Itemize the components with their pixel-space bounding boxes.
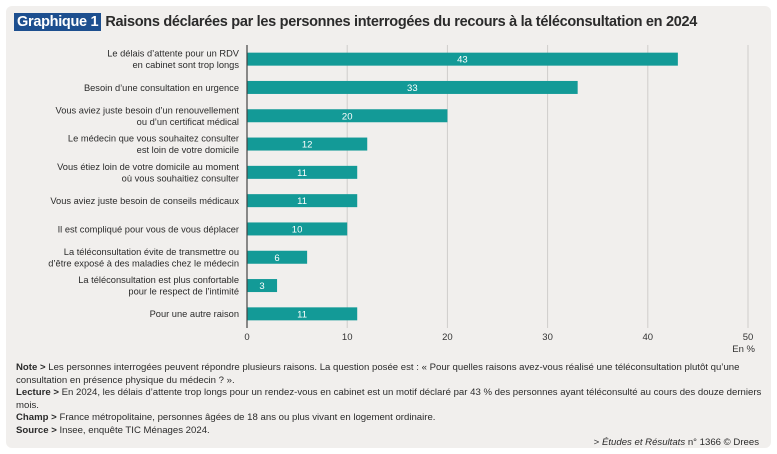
bar xyxy=(247,165,358,179)
data-label: 11 xyxy=(297,196,307,207)
category-label: Le médecin que vous souhaitez consulter e… xyxy=(68,134,239,156)
category-label: Il est compliqué pour vous de vous dépla… xyxy=(58,224,239,234)
title-text: Raisons déclarées par les personnes inte… xyxy=(105,14,698,30)
data-label: 12 xyxy=(302,140,313,151)
bar xyxy=(247,222,348,236)
data-label: 11 xyxy=(297,168,307,179)
x-unit-label: En % xyxy=(732,344,755,355)
bar xyxy=(247,137,368,151)
bar xyxy=(247,250,308,264)
x-tick-label: 50 xyxy=(743,332,754,343)
data-label: 10 xyxy=(292,224,303,235)
category-label: La téléconsultation évite de transmettre… xyxy=(48,247,239,268)
chart-card xyxy=(6,6,771,448)
bar xyxy=(247,109,448,123)
bar xyxy=(247,52,678,66)
lecture-line: Lecture > En 2024, les délais d’attente … xyxy=(16,387,762,411)
chart-title: Graphique 1 Raisons déclarées par les per… xyxy=(14,13,698,31)
x-tick-label: 0 xyxy=(244,332,249,343)
data-label: 43 xyxy=(457,55,468,66)
figure-badge: Graphique 1 xyxy=(14,13,102,31)
category-label: Vous aviez juste besoin d’un renouvellem… xyxy=(56,105,240,127)
category-label: Le délais d’attente pour un RDV en cabine… xyxy=(107,49,240,70)
category-label: Pour une autre raison xyxy=(150,309,239,319)
bar xyxy=(247,307,358,321)
data-label: 11 xyxy=(297,309,307,320)
champ-line: Champ > France métropolitaine, personnes… xyxy=(16,412,436,424)
data-label: 6 xyxy=(274,253,279,264)
data-label: 3 xyxy=(259,281,264,292)
x-tick-label: 20 xyxy=(442,332,453,343)
category-label: Besoin d’une consultation en urgence xyxy=(84,83,239,93)
category-label: Vous étiez loin de votre domicile au mom… xyxy=(57,162,239,184)
x-tick-label: 10 xyxy=(342,332,353,343)
bar xyxy=(247,194,358,208)
notes: Note > Les personnes interrogées peuvent… xyxy=(16,362,766,438)
x-tick-label: 30 xyxy=(542,332,553,343)
source-line: Source > Insee, enquête TIC Ménages 2024… xyxy=(16,424,210,436)
x-tick-label: 40 xyxy=(643,332,654,343)
data-label: 33 xyxy=(407,83,418,94)
data-label: 20 xyxy=(342,111,353,122)
note-line: Note > Les personnes interrogées peuvent… xyxy=(16,362,740,386)
category-label: Vous aviez juste besoin de conseils médi… xyxy=(50,196,239,206)
bar xyxy=(247,80,578,94)
credit: > Études et Résultats n° 1366 © Drees xyxy=(593,437,759,448)
bar xyxy=(247,279,278,293)
category-label: La téléconsultation est plus confortable… xyxy=(78,275,239,297)
